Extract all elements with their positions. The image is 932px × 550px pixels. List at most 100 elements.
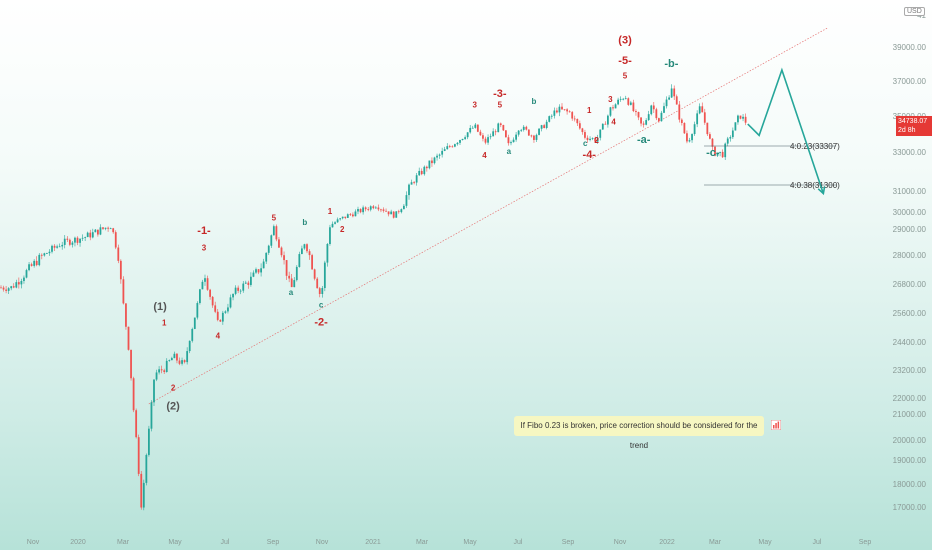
- candle: [673, 85, 676, 101]
- candle: [719, 151, 721, 157]
- candle: [586, 135, 589, 143]
- time-tick-label: Mar: [416, 539, 429, 546]
- wave-label: a: [507, 147, 512, 156]
- candle: [400, 208, 403, 214]
- price-tick-label: 19000.00: [893, 456, 927, 465]
- candle: [153, 379, 155, 406]
- candle: [107, 226, 109, 232]
- candle: [556, 107, 558, 114]
- candle: [464, 135, 466, 140]
- candle: [326, 243, 329, 267]
- candle: [336, 217, 339, 223]
- candle: [612, 104, 614, 111]
- price-tick-label: 24400.00: [893, 338, 927, 347]
- time-axis[interactable]: Nov 2020 Mar May Jul Sep Nov 2021 Mar May Jul Sep No…: [27, 539, 872, 546]
- candle: [428, 160, 431, 170]
- candle: [364, 206, 367, 212]
- candle: [566, 108, 568, 115]
- candles: [0, 84, 747, 511]
- candle: [680, 118, 683, 126]
- candle: [607, 114, 609, 128]
- candle: [15, 279, 18, 289]
- candle: [637, 111, 640, 121]
- price-axis[interactable]: 4139000.0037000.0035000.0033000.0031000.…: [893, 11, 927, 512]
- candle: [617, 97, 619, 106]
- candle: [66, 236, 69, 242]
- candle: [158, 366, 160, 375]
- candle: [448, 144, 451, 148]
- time-tick-label: May: [168, 539, 182, 546]
- candle: [599, 129, 602, 141]
- price-tick-label: 18000.00: [893, 480, 927, 489]
- projection-arrowhead: [817, 186, 826, 196]
- candle: [573, 115, 576, 122]
- candle: [316, 277, 319, 289]
- candle: [487, 134, 489, 145]
- candle: [234, 285, 237, 296]
- time-tick-label: Sep: [267, 539, 280, 546]
- note-chart-icon[interactable]: [771, 420, 781, 430]
- candle: [578, 120, 581, 130]
- candle: [285, 260, 288, 280]
- candle: [614, 103, 617, 109]
- candle: [397, 209, 400, 214]
- wave-label: 5: [272, 213, 277, 222]
- candle: [382, 207, 385, 213]
- candle: [56, 244, 58, 249]
- bar-countdown: 2d 8h: [898, 127, 916, 134]
- candle: [23, 275, 25, 284]
- candle: [744, 113, 747, 126]
- time-tick-label: 2021: [365, 539, 381, 546]
- time-tick-label: Jul: [813, 539, 822, 546]
- candle: [494, 129, 497, 136]
- candle: [624, 95, 627, 100]
- candle: [132, 376, 135, 413]
- candle: [323, 260, 326, 292]
- candle: [53, 244, 56, 252]
- price-tick-label: 33000.00: [893, 148, 927, 157]
- price-tick-label: 37000.00: [893, 77, 927, 86]
- candle: [619, 96, 622, 102]
- candle: [665, 96, 668, 109]
- candle: [734, 122, 737, 131]
- candle: [731, 127, 734, 139]
- wave-label: (2): [166, 400, 180, 412]
- candle: [466, 132, 469, 140]
- annotation-note[interactable]: If Fibo 0.23 is broken, price correction…: [514, 416, 764, 450]
- candle: [211, 295, 214, 308]
- trendline: [148, 27, 828, 405]
- candle: [405, 191, 408, 208]
- candle: [293, 277, 296, 288]
- currency-badge[interactable]: USD: [904, 7, 925, 16]
- candle: [79, 238, 81, 247]
- candle: [451, 145, 454, 148]
- candle: [474, 122, 477, 129]
- wave-label: 2: [594, 136, 599, 145]
- candle: [423, 165, 426, 176]
- candle: [257, 268, 260, 275]
- candle: [188, 340, 191, 354]
- candle: [163, 368, 166, 374]
- candle: [517, 130, 520, 137]
- candle: [739, 115, 742, 120]
- candle: [232, 293, 234, 301]
- time-tick-label: Sep: [859, 539, 872, 546]
- wave-label: 5: [623, 71, 628, 80]
- candle: [94, 228, 97, 233]
- candle: [737, 114, 739, 125]
- fib-levels: 4:0.23(33307) 4:0.38(31300): [704, 142, 840, 190]
- candle: [484, 136, 487, 145]
- candle: [512, 137, 515, 143]
- price-tick-label: 25600.00: [893, 309, 927, 318]
- candle: [89, 229, 92, 241]
- candle: [403, 203, 405, 210]
- candle: [377, 204, 380, 212]
- wave-label: a: [289, 288, 294, 297]
- candle: [295, 265, 298, 282]
- candle: [706, 122, 709, 136]
- candle: [321, 285, 324, 298]
- time-tick-label: 2022: [659, 539, 675, 546]
- candle: [584, 129, 586, 140]
